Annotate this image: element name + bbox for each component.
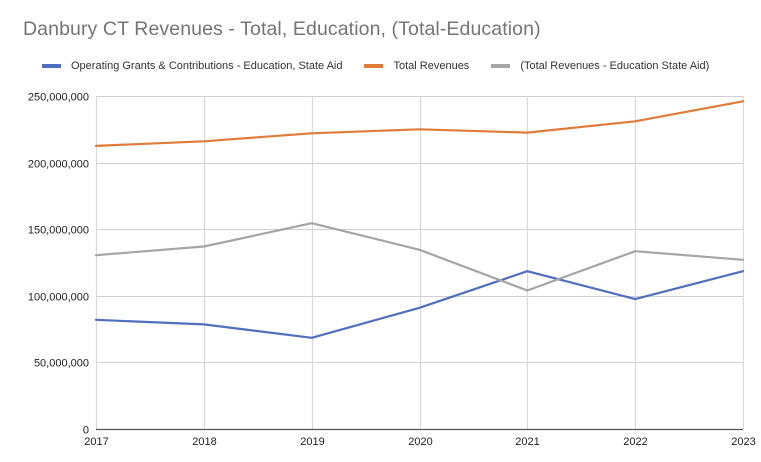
y-gridlines [96, 96, 743, 363]
legend-item-total-minus-education[interactable]: (Total Revenues - Education State Aid) [491, 60, 709, 72]
x-tick-label: 2020 [408, 436, 432, 448]
x-tick-label: 2022 [623, 436, 647, 448]
legend-swatch-total-minus-education [491, 64, 511, 68]
y-tick-label: 100,000,000 [28, 292, 89, 304]
x-tick-labels: 2017 2018 2019 2020 2021 2022 2023 [84, 436, 755, 448]
y-tick-label: 250,000,000 [28, 92, 89, 104]
x-tick-label: 2021 [515, 436, 539, 448]
x-tick-label: 2017 [84, 436, 108, 448]
series-line-education-state-aid[interactable] [94, 270, 745, 339]
legend-label-education-state-aid: Operating Grants & Contributions - Educa… [71, 60, 343, 72]
legend-item-education-state-aid[interactable]: Operating Grants & Contributions - Educa… [42, 60, 342, 72]
x-tick-label: 2018 [192, 436, 216, 448]
series-line-total-minus-education[interactable] [94, 222, 745, 292]
y-tick-labels: 0 50,000,000 100,000,000 150,000,000 200,000… [28, 92, 89, 437]
legend-swatch-education-state-aid [42, 64, 61, 68]
series-line-total-revenues[interactable] [94, 100, 745, 147]
chart-title: Danbury CT Revenues - Total, Education, … [23, 18, 541, 40]
x-gridlines [95, 96, 745, 429]
legend-label-total-minus-education: (Total Revenues - Education State Aid) [520, 60, 710, 72]
legend-item-total-revenues[interactable]: Total Revenues [364, 60, 469, 72]
y-tick-label: 200,000,000 [28, 159, 89, 171]
y-tick-label: 150,000,000 [28, 225, 89, 237]
legend-label-total-revenues: Total Revenues [393, 60, 470, 72]
x-tick-label: 2019 [300, 436, 324, 448]
legend-swatch-total-revenues [364, 64, 384, 68]
y-tick-label: 0 [83, 425, 89, 437]
chart-legend: Operating Grants & Contributions - Educa… [42, 58, 731, 74]
y-tick-label: 50,000,000 [34, 358, 89, 370]
series-lines [94, 100, 745, 339]
x-tick-label: 2023 [731, 436, 755, 448]
